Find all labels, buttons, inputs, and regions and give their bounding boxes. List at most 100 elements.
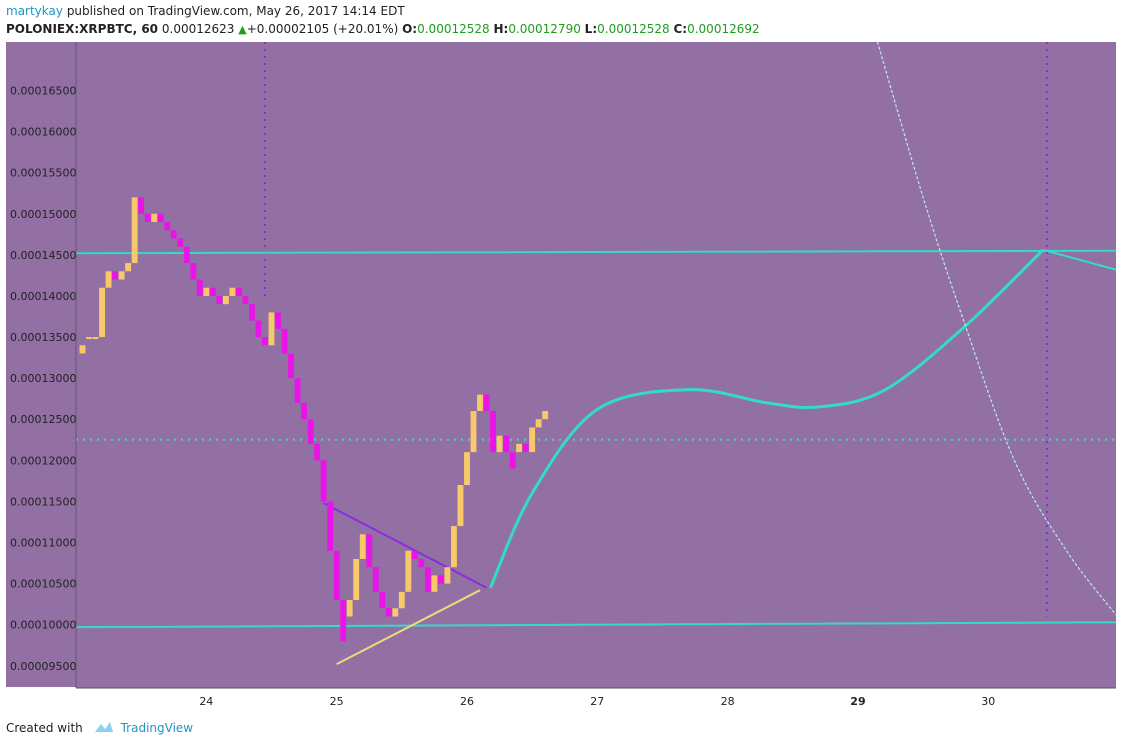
- close-label: C:: [673, 22, 688, 36]
- candle: [177, 238, 184, 247]
- x-axis-ticks: 24 25 26 27 28 29 30: [199, 695, 995, 708]
- candle: [164, 221, 171, 231]
- candle: [99, 287, 105, 338]
- candle: [353, 558, 360, 601]
- high-label: H:: [493, 22, 509, 36]
- y-tick-label: 0.00012500: [10, 413, 76, 426]
- open-value: 0.00012528: [417, 22, 490, 36]
- candle: [392, 608, 399, 617]
- y-tick-label: 0.00016500: [10, 84, 76, 97]
- upper-wedge-line: [323, 502, 487, 589]
- candle: [183, 246, 190, 264]
- last-price: 0.00012623: [161, 22, 235, 36]
- candle: [255, 320, 262, 338]
- drawing-overlays: [75, 42, 1116, 666]
- plot-area[interactable]: [76, 42, 1116, 688]
- candle: [288, 353, 294, 379]
- candle: [424, 567, 431, 592]
- y-tick-label: 0.00010500: [10, 578, 76, 591]
- candle: [268, 312, 275, 346]
- candle: [170, 230, 177, 239]
- support-line: [75, 621, 1116, 629]
- candle: [359, 534, 366, 559]
- candle: [92, 337, 99, 340]
- y-tick-label: 0.00015000: [10, 208, 76, 221]
- author-link[interactable]: martykay: [6, 4, 63, 18]
- symbol-label: POLONIEX:XRPBTC, 60: [6, 22, 159, 36]
- y-tick-label: 0.00010000: [10, 619, 76, 632]
- y-tick-label: 0.00014000: [10, 290, 76, 303]
- candle: [366, 534, 373, 568]
- candle: [157, 213, 164, 222]
- x-tick-label: 27: [590, 695, 604, 708]
- candle: [131, 197, 138, 264]
- candle: [483, 394, 490, 412]
- candle-series: [79, 197, 549, 642]
- candle: [522, 443, 529, 453]
- y-tick-label: 0.00016000: [10, 126, 76, 139]
- candle: [275, 312, 281, 329]
- candle: [320, 460, 327, 502]
- low-value: 0.00012528: [597, 22, 670, 36]
- candle: [125, 263, 132, 272]
- candle: [372, 567, 379, 592]
- candle: [398, 591, 405, 609]
- candle: [222, 295, 229, 305]
- y-axis-ticks: 0.00016500 0.00016000 0.00015500 0.00015000…: [10, 84, 76, 672]
- y-tick-label: 0.00011500: [10, 495, 76, 508]
- candle: [340, 600, 347, 642]
- candle: [235, 287, 242, 296]
- x-tick-label: 24: [199, 695, 213, 708]
- candle: [190, 263, 197, 280]
- candle: [118, 271, 125, 280]
- up-arrow-icon: ▲: [238, 23, 247, 36]
- tradingview-brand-link[interactable]: TradingView: [120, 721, 194, 735]
- candle: [496, 435, 503, 453]
- x-axis-panel: [76, 688, 1116, 710]
- candle: [229, 287, 236, 296]
- candle: [509, 452, 516, 469]
- candle: [314, 443, 321, 461]
- candle: [144, 213, 151, 222]
- candle: [346, 600, 353, 617]
- y-tick-label: 0.00011000: [10, 537, 76, 550]
- candle: [385, 608, 392, 617]
- low-label: L:: [584, 22, 598, 36]
- price-change: +0.00002105 (+20.01%): [246, 22, 399, 36]
- published-text: published on TradingView.com, May 26, 20…: [66, 4, 405, 18]
- price-chart[interactable]: 0.00016500 0.00016000 0.00015500 0.00015000…: [6, 42, 1116, 712]
- x-tick-label: 26: [460, 695, 474, 708]
- candle: [516, 443, 523, 453]
- candle: [477, 394, 483, 412]
- candle: [294, 378, 301, 403]
- candle: [86, 337, 92, 340]
- candle: [209, 287, 216, 296]
- resistance-line: [75, 249, 1116, 255]
- candle: [307, 419, 314, 444]
- candle: [405, 550, 412, 592]
- y-tick-label: 0.00014500: [10, 249, 76, 262]
- candle: [242, 295, 249, 305]
- candle: [249, 304, 255, 321]
- candle: [379, 591, 386, 609]
- high-value: 0.00012790: [508, 22, 581, 36]
- lower-wedge-line: [336, 589, 481, 666]
- candle: [196, 279, 203, 296]
- candle: [333, 550, 340, 601]
- y-axis-panel: [6, 42, 76, 687]
- x-tick-label: 28: [721, 695, 735, 708]
- candle: [281, 328, 288, 354]
- tradingview-cloud-icon: [93, 720, 115, 737]
- y-tick-label: 0.00009500: [10, 660, 76, 673]
- x-tick-label: 29: [850, 695, 865, 708]
- projection-tail-line: [1042, 248, 1116, 271]
- candle: [112, 271, 119, 280]
- y-tick-label: 0.00012000: [10, 454, 76, 467]
- footer: Created with TradingView: [6, 720, 193, 737]
- candle: [431, 575, 438, 592]
- candle: [464, 452, 470, 485]
- candle: [216, 295, 223, 305]
- publish-line: martykay published on TradingView.com, M…: [6, 4, 405, 18]
- candle: [418, 558, 425, 568]
- candle: [535, 419, 542, 428]
